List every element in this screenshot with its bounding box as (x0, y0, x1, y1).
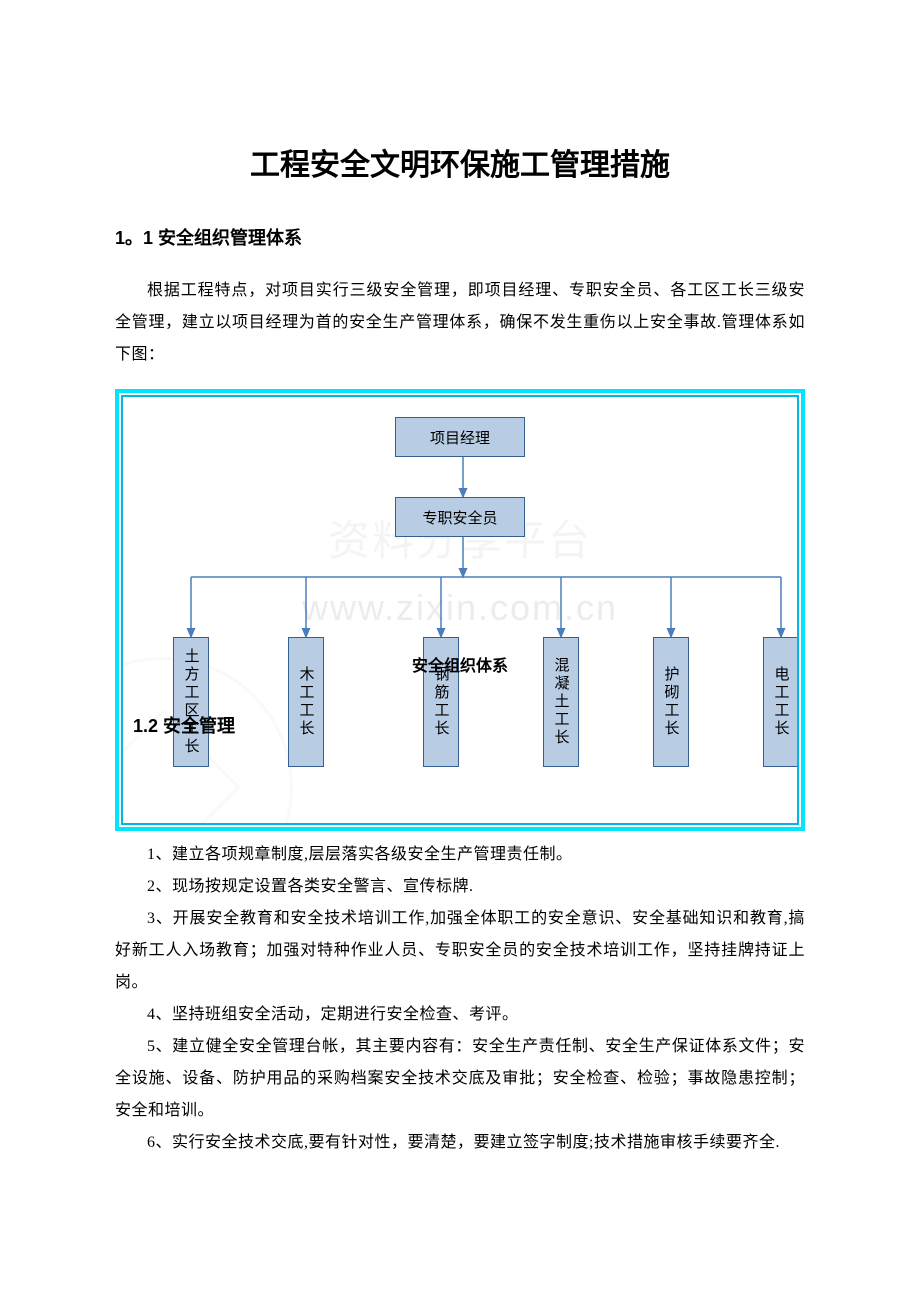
org-diagram: 资料分享平台 www.zixin.com.cn 项目经理 专职安全员 安全组织体… (115, 389, 805, 831)
org-box-bottom-5: 电工工长 (763, 637, 799, 767)
section1-heading: 1。1 安全组织管理体系 (115, 224, 805, 250)
section2-item-6: 6、实行安全技术交底,要有针对性，要清楚，要建立签字制度;技术措施审核手续要齐全… (115, 1127, 805, 1159)
org-box-bottom-3: 混凝土工长 (543, 637, 579, 767)
section1-para: 根据工程特点，对项目实行三级安全管理，即项目经理、专职安全员、各工区工长三级安全… (115, 275, 805, 371)
section2-item-3: 3、开展安全教育和安全技术培训工作,加强全体职工的安全意识、安全基础知识和教育,… (115, 903, 805, 999)
org-box-manager: 项目经理 (395, 417, 525, 457)
section2-item-1: 1、建立各项规章制度,层层落实各级安全生产管理责任制。 (115, 839, 805, 871)
section2-item-4: 4、坚持班组安全活动，定期进行安全检查、考评。 (115, 999, 805, 1031)
org-box-safety-officer: 专职安全员 (395, 497, 525, 537)
org-box-bottom-0: 土方工区工长 (173, 637, 209, 767)
section2-item-2: 2、现场按规定设置各类安全警言、宣传标牌. (115, 871, 805, 903)
org-box-bottom-1: 木工工长 (288, 637, 324, 767)
diagram-caption: 安全组织体系 (412, 652, 508, 676)
section2-heading: 1.2 安全管理 (133, 712, 235, 738)
org-lines (123, 397, 799, 825)
section2-item-5: 5、建立健全安全管理台帐，其主要内容有：安全生产责任制、安全生产保证体系文件；安… (115, 1031, 805, 1127)
org-box-bottom-4: 护砌工长 (653, 637, 689, 767)
doc-title: 工程安全文明环保施工管理措施 (115, 140, 805, 184)
